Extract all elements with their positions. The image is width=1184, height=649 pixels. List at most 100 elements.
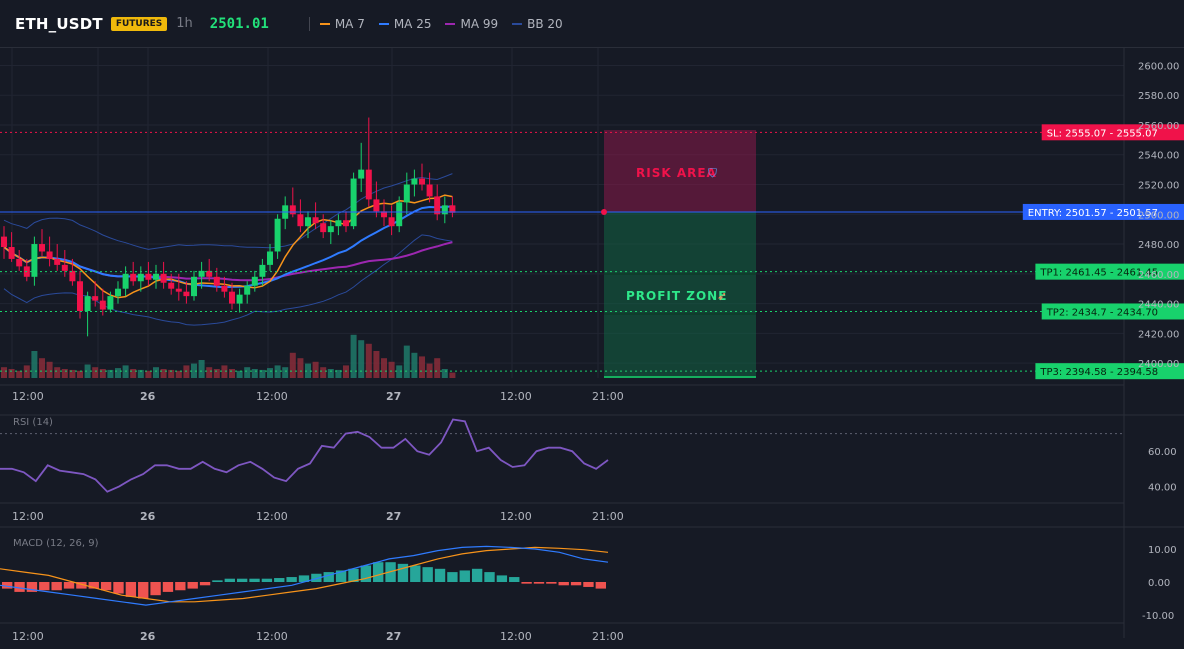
risk-area-zone: [604, 130, 756, 212]
candle-body: [305, 217, 311, 227]
price-tick-label: 2480.00: [1138, 240, 1179, 251]
macd-histogram-bar: [546, 582, 557, 584]
rocket-icon: ➶: [717, 289, 727, 303]
candle-body: [441, 205, 448, 215]
candle-body: [137, 273, 144, 282]
macd-histogram-bar: [570, 582, 582, 586]
candle-body: [419, 178, 425, 185]
volume-bar: [403, 345, 410, 378]
candle-body: [175, 288, 182, 292]
profit-zone: [604, 212, 756, 378]
futures-badge: FUTURES: [110, 16, 168, 31]
level-tag[interactable]: SL: 2555.07 - 2555.07: [1041, 124, 1184, 141]
macd-tick-label: -10.00: [1142, 611, 1174, 622]
macd-histogram-bar: [335, 570, 347, 582]
candle-body: [160, 273, 167, 283]
chart-header: ETH_USDT FUTURES 1h 2501.01 MA 7 MA 25 M…: [0, 0, 1184, 48]
time-tick-label: 21:00: [592, 630, 624, 643]
price-axis[interactable]: 2600.00 2580.00 2560.00 2540.00 2520.00 2500.…: [1138, 61, 1179, 370]
candle-body: [84, 296, 91, 312]
volume-bar: [320, 367, 327, 378]
chart-canvas[interactable]: RISK AREA ⛉ PROFIT ZONE ➶ SL: 2555.07 - …: [0, 48, 1184, 649]
level-tag-text: TP1: 2461.45 - 2461.45: [1039, 268, 1158, 279]
macd-histogram-bar: [311, 573, 322, 582]
legend-bb20[interactable]: BB 20: [512, 17, 563, 31]
level-tag[interactable]: TP1: 2461.45 - 2461.45: [1035, 263, 1184, 280]
volume-bar: [259, 369, 266, 378]
volume-bar: [8, 369, 15, 378]
level-tag[interactable]: TP3: 2394.58 - 2394.58: [1035, 363, 1184, 380]
trade-levels: SL: 2555.07 - 2555.07 ENTRY: 2501.57 - 25…: [0, 124, 1184, 380]
candle-body: [115, 288, 121, 297]
volume-bar: [350, 334, 357, 378]
macd-histogram-bar: [348, 568, 359, 582]
macd-histogram-bar: [410, 565, 421, 582]
macd-histogram-bar: [298, 575, 310, 582]
price-tick-label: 2460.00: [1138, 270, 1179, 281]
volume-bar: [289, 352, 296, 378]
volume-bar: [267, 368, 273, 378]
candle-body: [411, 178, 418, 185]
volume-bar: [206, 367, 213, 378]
macd-signal-line: [0, 546, 609, 603]
candle-body: [54, 258, 61, 265]
candle-body: [236, 294, 243, 304]
macd-histogram-bar: [249, 578, 260, 582]
rsi-panel: RSI (14) 60.00 40.00: [0, 417, 1177, 504]
candle-body: [198, 270, 205, 277]
price-tick-label: 2540.00: [1138, 151, 1179, 162]
volume-bar: [69, 369, 76, 378]
candle-body: [1, 236, 7, 248]
volume-bar: [297, 358, 304, 378]
candle-body: [381, 211, 387, 218]
volume-bar: [373, 351, 380, 378]
macd-histogram-bar: [459, 570, 470, 582]
volume-bar: [175, 370, 182, 378]
time-axis-macd: 12:00 26 12:00 27 12:00 21:00: [12, 630, 624, 643]
entry-marker: [601, 208, 607, 215]
macd-histogram-bar: [286, 577, 297, 582]
legend-ma99[interactable]: MA 99: [445, 17, 498, 31]
legend-ma25[interactable]: MA 25: [378, 17, 431, 31]
macd-tick-label: 10.00: [1148, 545, 1177, 556]
candle-body: [274, 218, 281, 252]
macd-histogram-bar: [88, 582, 99, 589]
candle-body: [130, 273, 137, 282]
candle-body: [244, 285, 251, 295]
macd-histogram-bar: [484, 572, 495, 582]
time-tick-label: 26: [140, 510, 156, 523]
price-tick-label: 2420.00: [1138, 329, 1179, 340]
volume-bar: [441, 369, 448, 378]
volume-bar: [343, 365, 349, 378]
bb20-swatch: [512, 22, 523, 25]
macd-histogram-bar: [558, 582, 569, 586]
legend-ma7[interactable]: MA 7: [319, 17, 365, 31]
macd-histogram-bar: [397, 563, 409, 582]
level-tag[interactable]: TP2: 2434.7 - 2434.70: [1041, 303, 1184, 320]
candle-body: [145, 273, 152, 280]
time-tick-label: 27: [386, 390, 401, 403]
level-tag-bg: [1035, 263, 1184, 280]
ma25-swatch: [378, 22, 389, 25]
candle-body: [403, 184, 410, 203]
time-tick-label: 26: [140, 630, 156, 643]
volume-bar: [434, 358, 441, 378]
time-tick-label: 12:00: [256, 510, 288, 523]
macd-histogram-bar: [274, 578, 285, 582]
macd-histogram-bar: [236, 578, 248, 582]
candle-body: [69, 270, 76, 282]
macd-histogram-bar: [113, 582, 124, 594]
price-tick-label: 2400.00: [1138, 359, 1179, 370]
time-tick-label: 12:00: [256, 390, 288, 403]
volume-bar: [137, 369, 144, 378]
symbol-label[interactable]: ETH_USDT: [15, 14, 103, 33]
volume-bar: [229, 369, 235, 378]
level-tag[interactable]: ENTRY: 2501.57 - 2501.57: [1022, 203, 1184, 220]
price-tick-label: 2560.00: [1138, 121, 1179, 132]
macd-histogram-bar: [125, 582, 137, 597]
last-price: 2501.01: [209, 15, 269, 32]
timeframe-label[interactable]: 1h: [176, 16, 193, 31]
volume-bar: [396, 365, 403, 378]
candle-body: [183, 291, 190, 297]
volume-bar: [54, 367, 61, 378]
